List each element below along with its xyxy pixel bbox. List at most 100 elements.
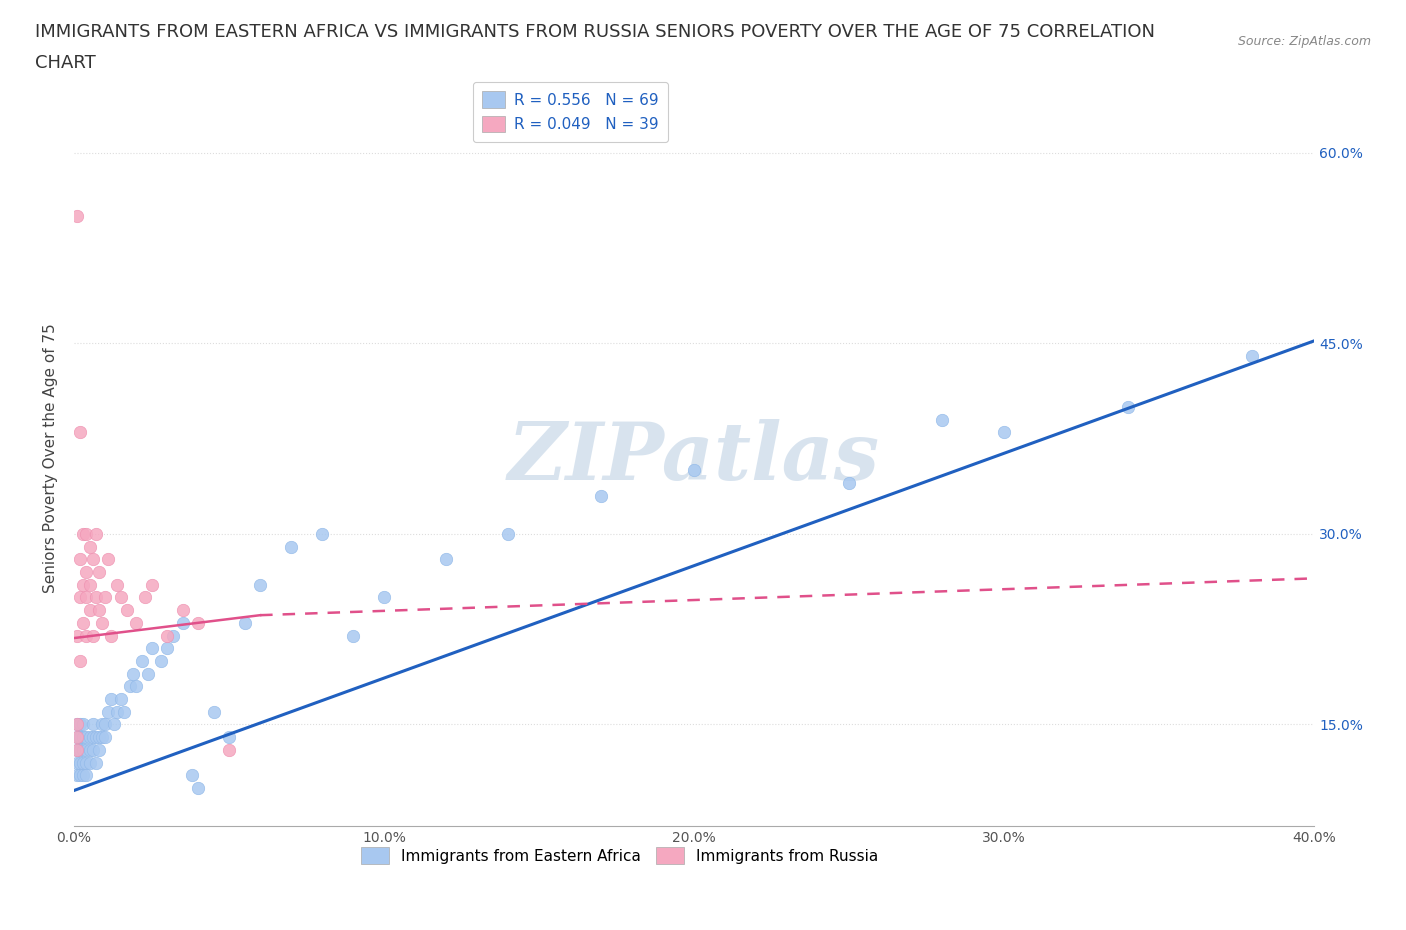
- Point: [107, 704, 129, 719]
- Point: [82, 717, 104, 732]
- Point: [76, 742, 98, 757]
- Point: [683, 463, 706, 478]
- Point: [107, 578, 129, 592]
- Point: [72, 578, 94, 592]
- Point: [156, 641, 179, 656]
- Point: [103, 717, 125, 732]
- Point: [134, 590, 156, 604]
- Point: [79, 578, 101, 592]
- Point: [280, 539, 302, 554]
- Point: [82, 730, 104, 745]
- Text: Source: ZipAtlas.com: Source: ZipAtlas.com: [1237, 35, 1371, 48]
- Point: [91, 730, 114, 745]
- Point: [76, 590, 98, 604]
- Point: [66, 717, 89, 732]
- Point: [69, 730, 91, 745]
- Point: [79, 539, 101, 554]
- Point: [97, 704, 120, 719]
- Point: [1241, 349, 1264, 364]
- Point: [76, 628, 98, 643]
- Point: [72, 717, 94, 732]
- Point: [94, 730, 117, 745]
- Point: [125, 616, 148, 631]
- Point: [342, 628, 364, 643]
- Point: [66, 742, 89, 757]
- Point: [72, 755, 94, 770]
- Point: [131, 654, 153, 669]
- Point: [76, 565, 98, 579]
- Point: [84, 526, 107, 541]
- Point: [69, 742, 91, 757]
- Point: [69, 654, 91, 669]
- Point: [84, 730, 107, 745]
- Point: [125, 679, 148, 694]
- Text: IMMIGRANTS FROM EASTERN AFRICA VS IMMIGRANTS FROM RUSSIA SENIORS POVERTY OVER TH: IMMIGRANTS FROM EASTERN AFRICA VS IMMIGR…: [35, 23, 1156, 41]
- Point: [202, 704, 225, 719]
- Point: [434, 551, 457, 566]
- Point: [76, 768, 98, 783]
- Point: [72, 616, 94, 631]
- Point: [100, 628, 122, 643]
- Point: [72, 768, 94, 783]
- Point: [218, 730, 240, 745]
- Point: [82, 551, 104, 566]
- Point: [72, 526, 94, 541]
- Point: [110, 692, 132, 707]
- Point: [76, 730, 98, 745]
- Point: [66, 730, 89, 745]
- Point: [79, 755, 101, 770]
- Point: [72, 742, 94, 757]
- Point: [180, 768, 202, 783]
- Point: [69, 717, 91, 732]
- Point: [118, 679, 141, 694]
- Point: [66, 209, 89, 224]
- Point: [82, 628, 104, 643]
- Point: [79, 742, 101, 757]
- Point: [69, 551, 91, 566]
- Point: [76, 526, 98, 541]
- Point: [76, 755, 98, 770]
- Point: [82, 742, 104, 757]
- Point: [87, 565, 110, 579]
- Point: [172, 616, 194, 631]
- Point: [993, 425, 1015, 440]
- Point: [94, 717, 117, 732]
- Text: CHART: CHART: [35, 54, 96, 72]
- Point: [122, 666, 145, 681]
- Point: [79, 603, 101, 618]
- Point: [66, 628, 89, 643]
- Point: [84, 590, 107, 604]
- Point: [931, 412, 953, 427]
- Point: [162, 628, 184, 643]
- Point: [233, 616, 256, 631]
- Point: [66, 755, 89, 770]
- Point: [156, 628, 179, 643]
- Point: [84, 755, 107, 770]
- Point: [100, 692, 122, 707]
- Y-axis label: Seniors Poverty Over the Age of 75: Seniors Poverty Over the Age of 75: [44, 323, 58, 592]
- Point: [69, 768, 91, 783]
- Point: [66, 717, 89, 732]
- Point: [69, 590, 91, 604]
- Point: [110, 590, 132, 604]
- Point: [1116, 400, 1139, 415]
- Point: [66, 768, 89, 783]
- Point: [79, 730, 101, 745]
- Point: [112, 704, 135, 719]
- Point: [87, 742, 110, 757]
- Point: [187, 616, 209, 631]
- Point: [373, 590, 395, 604]
- Legend: Immigrants from Eastern Africa, Immigrants from Russia: Immigrants from Eastern Africa, Immigran…: [356, 841, 884, 870]
- Point: [172, 603, 194, 618]
- Point: [69, 755, 91, 770]
- Point: [87, 603, 110, 618]
- Point: [91, 616, 114, 631]
- Point: [496, 526, 519, 541]
- Point: [838, 475, 860, 490]
- Point: [187, 780, 209, 795]
- Point: [69, 730, 91, 745]
- Point: [87, 730, 110, 745]
- Point: [311, 526, 333, 541]
- Point: [66, 742, 89, 757]
- Point: [91, 717, 114, 732]
